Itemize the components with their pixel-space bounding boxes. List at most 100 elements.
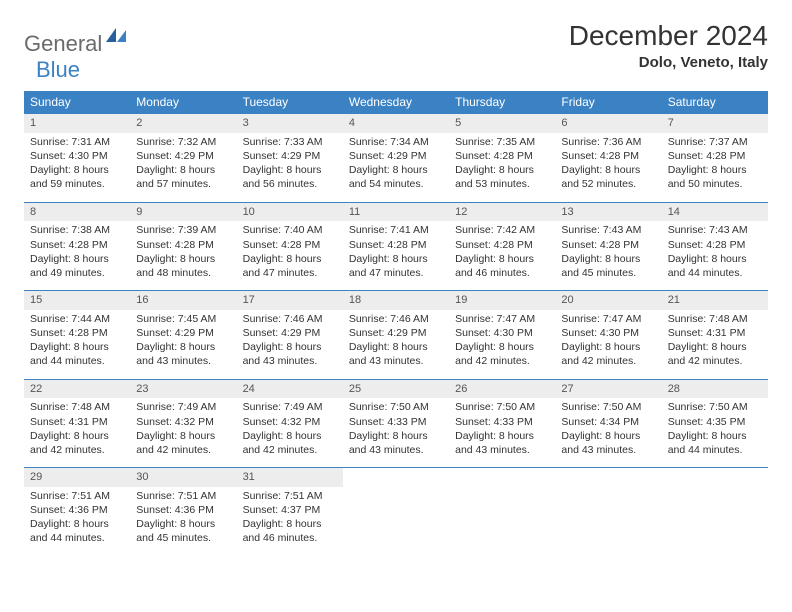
day-number: 3 bbox=[237, 114, 343, 133]
day-cell: Sunrise: 7:32 AMSunset: 4:29 PMDaylight:… bbox=[130, 133, 236, 202]
daylight-line: Daylight: 8 hours and 42 minutes. bbox=[668, 341, 747, 367]
day-number: 12 bbox=[449, 202, 555, 221]
sunrise-line: Sunrise: 7:51 AM bbox=[243, 490, 323, 502]
day-number: 24 bbox=[237, 379, 343, 398]
day-cell: Sunrise: 7:42 AMSunset: 4:28 PMDaylight:… bbox=[449, 221, 555, 290]
day-cell: Sunrise: 7:50 AMSunset: 4:35 PMDaylight:… bbox=[662, 398, 768, 467]
sunrise-line: Sunrise: 7:33 AM bbox=[243, 136, 323, 148]
sunrise-line: Sunrise: 7:37 AM bbox=[668, 136, 748, 148]
sunrise-line: Sunrise: 7:40 AM bbox=[243, 224, 323, 236]
day-number: 27 bbox=[555, 379, 661, 398]
daylight-line: Daylight: 8 hours and 42 minutes. bbox=[136, 430, 215, 456]
day-content-row: Sunrise: 7:51 AM Sunset: 4:36 PM Daylight:… bbox=[24, 487, 768, 556]
location: Dolo, Veneto, Italy bbox=[569, 54, 768, 71]
day-cell: Sunrise: 7:48 AMSunset: 4:31 PMDaylight:… bbox=[24, 398, 130, 467]
sunrise-line: Sunrise: 7:32 AM bbox=[136, 136, 216, 148]
sunset-line: Sunset: 4:34 PM bbox=[561, 416, 639, 428]
sunset-line: Sunset: 4:28 PM bbox=[30, 239, 108, 251]
day-number: 2 bbox=[130, 114, 236, 133]
daylight-line: Daylight: 8 hours and 47 minutes. bbox=[349, 253, 428, 279]
sunrise-line: Sunrise: 7:35 AM bbox=[455, 136, 535, 148]
sunset-line: Sunset: 4:28 PM bbox=[136, 239, 214, 251]
day-number: 15 bbox=[24, 291, 130, 310]
day-cell: Sunrise: 7:50 AMSunset: 4:33 PMDaylight:… bbox=[449, 398, 555, 467]
weekday-header: Wednesday bbox=[343, 91, 449, 114]
sunset-line: Sunset: 4:28 PM bbox=[30, 327, 108, 339]
weekday-header: Sunday bbox=[24, 91, 130, 114]
day-cell: Sunrise: 7:43 AMSunset: 4:28 PMDaylight:… bbox=[662, 221, 768, 290]
sunrise-line: Sunrise: 7:50 AM bbox=[349, 401, 429, 413]
day-cell: Sunrise: 7:33 AMSunset: 4:29 PMDaylight:… bbox=[237, 133, 343, 202]
sunrise-line: Sunrise: 7:34 AM bbox=[349, 136, 429, 148]
weekday-header: Thursday bbox=[449, 91, 555, 114]
sunset-line: Sunset: 4:30 PM bbox=[561, 327, 639, 339]
day-number: 26 bbox=[449, 379, 555, 398]
daylight-line: Daylight: 8 hours and 44 minutes. bbox=[30, 518, 109, 544]
sunrise-line: Sunrise: 7:38 AM bbox=[30, 224, 110, 236]
sunset-line: Sunset: 4:28 PM bbox=[561, 239, 639, 251]
day-number: 8 bbox=[24, 202, 130, 221]
day-number: 30 bbox=[130, 468, 236, 487]
day-cell: Sunrise: 7:31 AMSunset: 4:30 PMDaylight:… bbox=[24, 133, 130, 202]
sunrise-line: Sunrise: 7:51 AM bbox=[30, 490, 110, 502]
daylight-line: Daylight: 8 hours and 43 minutes. bbox=[561, 430, 640, 456]
daylight-line: Daylight: 8 hours and 42 minutes. bbox=[561, 341, 640, 367]
day-number-row: 293031 bbox=[24, 468, 768, 487]
sunrise-line: Sunrise: 7:43 AM bbox=[561, 224, 641, 236]
daylight-line: Daylight: 8 hours and 54 minutes. bbox=[349, 164, 428, 190]
sunset-line: Sunset: 4:28 PM bbox=[668, 239, 746, 251]
sunrise-line: Sunrise: 7:45 AM bbox=[136, 313, 216, 325]
day-number: 29 bbox=[24, 468, 130, 487]
sunrise-line: Sunrise: 7:47 AM bbox=[455, 313, 535, 325]
logo: General bbox=[24, 28, 130, 59]
sunrise-line: Sunrise: 7:50 AM bbox=[455, 401, 535, 413]
sunset-line: Sunset: 4:32 PM bbox=[136, 416, 214, 428]
sunrise-line: Sunrise: 7:51 AM bbox=[136, 490, 216, 502]
weekday-header-row: SundayMondayTuesdayWednesdayThursdayFrid… bbox=[24, 91, 768, 114]
daylight-line: Daylight: 8 hours and 50 minutes. bbox=[668, 164, 747, 190]
day-cell: Sunrise: 7:47 AMSunset: 4:30 PMDaylight:… bbox=[449, 310, 555, 379]
daylight-line: Daylight: 8 hours and 44 minutes. bbox=[30, 341, 109, 367]
day-cell: Sunrise: 7:51 AM Sunset: 4:36 PM Daylight:… bbox=[130, 487, 236, 556]
sunset-line: Sunset: 4:36 PM bbox=[136, 504, 214, 516]
sunrise-line: Sunrise: 7:49 AM bbox=[136, 401, 216, 413]
sunrise-line: Sunrise: 7:49 AM bbox=[243, 401, 323, 413]
day-number: 22 bbox=[24, 379, 130, 398]
daylight-line: Daylight: 8 hours and 43 minutes. bbox=[349, 430, 428, 456]
sunset-line: Sunset: 4:33 PM bbox=[455, 416, 533, 428]
empty-cell bbox=[662, 487, 768, 556]
logo-text-blue: Blue bbox=[36, 57, 80, 83]
daylight-line: Daylight: 8 hours and 53 minutes. bbox=[455, 164, 534, 190]
calendar-table: SundayMondayTuesdayWednesdayThursdayFrid… bbox=[24, 91, 768, 556]
day-cell: Sunrise: 7:35 AMSunset: 4:28 PMDaylight:… bbox=[449, 133, 555, 202]
daylight-line: Daylight: 8 hours and 45 minutes. bbox=[136, 518, 215, 544]
sunset-line: Sunset: 4:31 PM bbox=[30, 416, 108, 428]
daylight-line: Daylight: 8 hours and 47 minutes. bbox=[243, 253, 322, 279]
sunrise-line: Sunrise: 7:39 AM bbox=[136, 224, 216, 236]
sunrise-line: Sunrise: 7:47 AM bbox=[561, 313, 641, 325]
sunrise-line: Sunrise: 7:42 AM bbox=[455, 224, 535, 236]
logo-sail-icon bbox=[106, 28, 128, 49]
weekday-header: Monday bbox=[130, 91, 236, 114]
day-content-row: Sunrise: 7:31 AMSunset: 4:30 PMDaylight:… bbox=[24, 133, 768, 202]
sunrise-line: Sunrise: 7:50 AM bbox=[668, 401, 748, 413]
sunset-line: Sunset: 4:28 PM bbox=[243, 239, 321, 251]
month-title: December 2024 bbox=[569, 20, 768, 52]
day-content-row: Sunrise: 7:48 AMSunset: 4:31 PMDaylight:… bbox=[24, 398, 768, 467]
day-cell: Sunrise: 7:46 AMSunset: 4:29 PMDaylight:… bbox=[343, 310, 449, 379]
daylight-line: Daylight: 8 hours and 43 minutes. bbox=[349, 341, 428, 367]
sunset-line: Sunset: 4:29 PM bbox=[136, 327, 214, 339]
day-number: 21 bbox=[662, 291, 768, 310]
day-number: 16 bbox=[130, 291, 236, 310]
daylight-line: Daylight: 8 hours and 42 minutes. bbox=[30, 430, 109, 456]
day-cell: Sunrise: 7:51 AMSunset: 4:37 PMDaylight:… bbox=[237, 487, 343, 556]
daylight-line: Daylight: 8 hours and 42 minutes. bbox=[243, 430, 322, 456]
day-number: 18 bbox=[343, 291, 449, 310]
day-number: 1 bbox=[24, 114, 130, 133]
day-number: 9 bbox=[130, 202, 236, 221]
day-cell: Sunrise: 7:44 AMSunset: 4:28 PMDaylight:… bbox=[24, 310, 130, 379]
sunset-line: Sunset: 4:32 PM bbox=[243, 416, 321, 428]
day-number: 23 bbox=[130, 379, 236, 398]
weekday-header: Tuesday bbox=[237, 91, 343, 114]
day-cell: Sunrise: 7:49 AM Sunset: 4:32 PM Daylight:… bbox=[237, 398, 343, 467]
